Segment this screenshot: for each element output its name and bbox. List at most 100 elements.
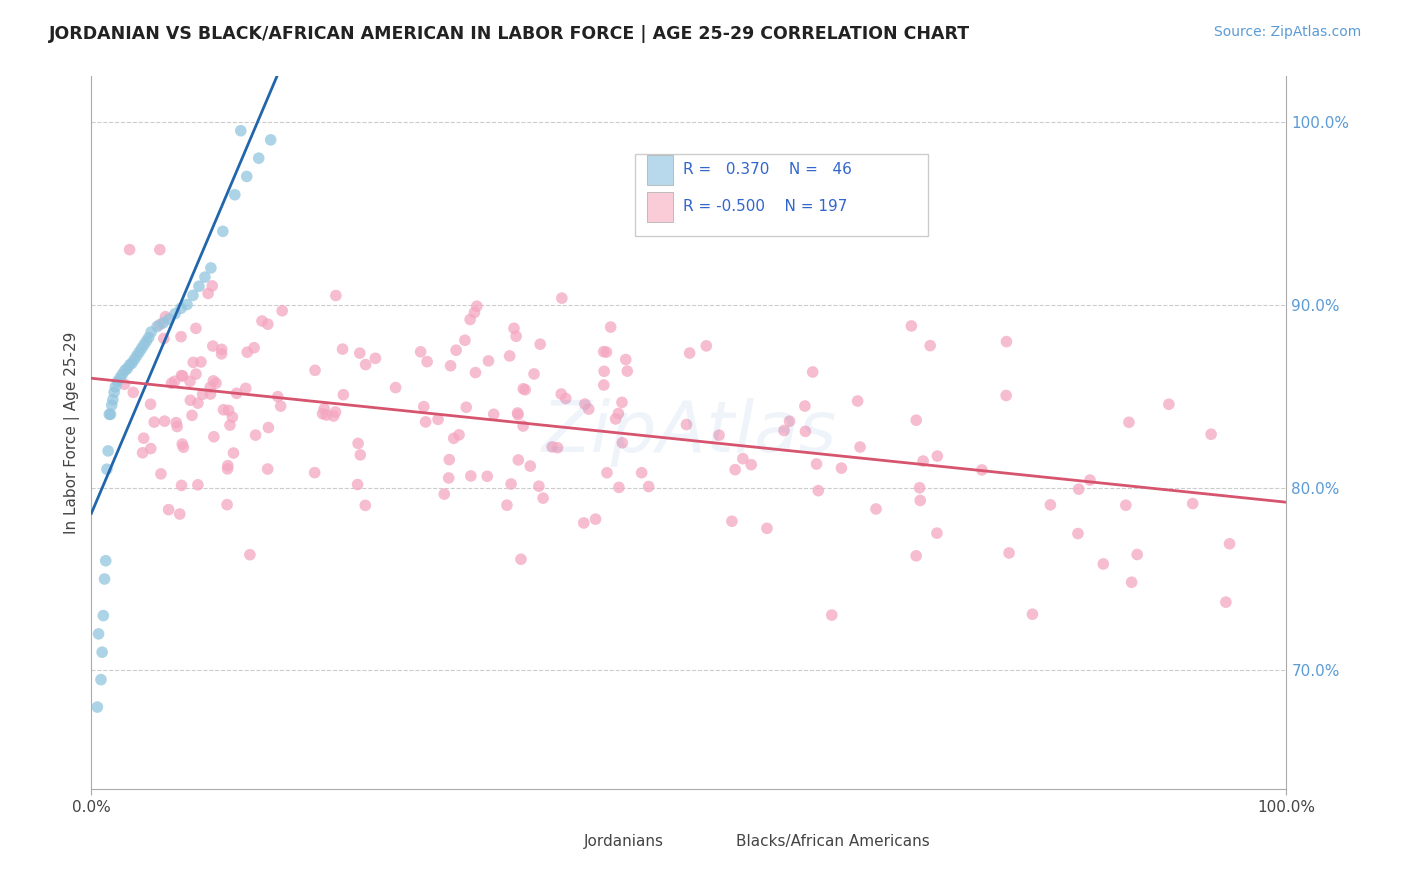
Point — [256, 317, 278, 331]
Point — [236, 345, 259, 359]
Point — [250, 314, 273, 328]
Point — [678, 346, 700, 360]
Point — [247, 151, 270, 165]
Point — [995, 388, 1018, 402]
Point — [437, 471, 460, 485]
Point — [304, 363, 326, 377]
Point — [98, 407, 121, 421]
Point — [349, 448, 371, 462]
Point — [197, 286, 219, 301]
Point — [593, 364, 616, 378]
Point — [212, 402, 235, 417]
Point — [498, 349, 520, 363]
Point — [139, 442, 162, 456]
Point — [637, 479, 659, 493]
Point — [1021, 607, 1043, 622]
Point — [1181, 497, 1204, 511]
Point — [170, 329, 193, 343]
Point — [211, 224, 233, 238]
Point — [1199, 427, 1222, 442]
Point — [132, 431, 155, 445]
Point — [427, 412, 450, 426]
Point — [416, 354, 439, 368]
Point — [849, 440, 872, 454]
Point — [592, 378, 614, 392]
Point — [157, 312, 180, 326]
Point — [271, 303, 294, 318]
Point — [217, 498, 239, 512]
Point — [157, 502, 180, 516]
Point — [139, 397, 162, 411]
Point — [527, 479, 550, 493]
Point — [505, 329, 527, 343]
Point — [574, 397, 596, 411]
Point — [794, 425, 817, 439]
Point — [477, 469, 499, 483]
Point — [94, 554, 117, 568]
FancyBboxPatch shape — [647, 192, 673, 221]
Point — [314, 401, 336, 416]
Point — [118, 243, 141, 257]
Point — [605, 412, 627, 426]
Point — [181, 355, 204, 369]
Point — [187, 396, 209, 410]
Point — [111, 367, 134, 381]
Point — [143, 415, 166, 429]
Point — [101, 392, 124, 407]
Point — [170, 368, 193, 383]
Point — [256, 462, 278, 476]
Point — [108, 370, 131, 384]
Point — [1078, 473, 1101, 487]
Point — [125, 349, 148, 363]
Point — [146, 319, 169, 334]
Point — [920, 338, 942, 352]
Point — [1121, 575, 1143, 590]
Point — [270, 399, 292, 413]
Point — [93, 608, 114, 623]
Point — [166, 419, 188, 434]
Point — [121, 356, 143, 370]
Point — [970, 463, 993, 477]
Point — [97, 444, 120, 458]
Point — [201, 339, 224, 353]
Point — [1218, 537, 1240, 551]
Point — [755, 521, 778, 535]
Point — [347, 436, 370, 450]
Point — [585, 512, 607, 526]
Point — [821, 608, 844, 623]
Point — [122, 385, 145, 400]
Point — [259, 133, 281, 147]
Point — [87, 627, 110, 641]
Point — [191, 387, 214, 401]
Point — [773, 424, 796, 438]
Point — [190, 355, 212, 369]
Point — [172, 369, 194, 384]
Point — [181, 288, 204, 302]
Point — [181, 409, 204, 423]
Point — [179, 375, 201, 389]
Point — [332, 342, 354, 356]
Point — [132, 338, 155, 352]
Point — [176, 297, 198, 311]
Text: ZipAtlas: ZipAtlas — [541, 398, 837, 467]
Point — [595, 345, 617, 359]
Point — [409, 344, 432, 359]
Point — [211, 343, 233, 357]
Point — [311, 407, 333, 421]
Point — [205, 376, 228, 391]
Point — [477, 354, 499, 368]
Point — [172, 440, 194, 454]
Point — [910, 493, 932, 508]
Point — [529, 337, 551, 351]
Point — [912, 454, 935, 468]
Point — [152, 316, 174, 330]
Point — [172, 437, 194, 451]
Point — [506, 406, 529, 420]
Point — [364, 351, 387, 366]
Point — [908, 481, 931, 495]
Point — [806, 457, 828, 471]
Point — [1092, 557, 1115, 571]
Point — [501, 477, 523, 491]
Point — [179, 393, 201, 408]
Point — [616, 364, 638, 378]
